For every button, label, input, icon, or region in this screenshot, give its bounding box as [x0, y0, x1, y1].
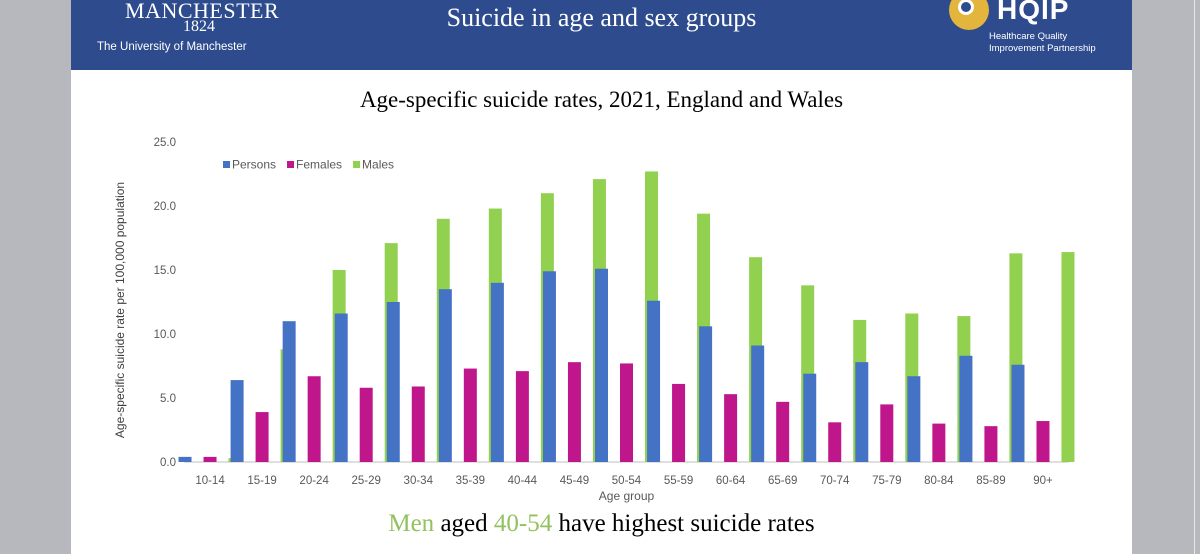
x-tick-label: 35-39	[456, 475, 485, 487]
slide-header: MANCHESTER 1824 The University of Manche…	[71, 0, 1132, 70]
y-tick-label: 5.0	[160, 393, 176, 405]
key-finding-range: 40-54	[493, 510, 553, 537]
university-wordmark: MANCHESTER	[125, 0, 280, 23]
bar-females-85-89	[984, 426, 998, 462]
bar-males-90+	[1061, 252, 1075, 462]
bar-persons-60-64	[699, 326, 713, 462]
y-tick-label: 20.0	[154, 201, 176, 213]
key-finding-rest: have highest suicide rates	[558, 510, 815, 537]
y-tick-label: 25.0	[154, 137, 176, 149]
x-axis-title: Age group	[599, 489, 655, 503]
bar-persons-20-24	[282, 321, 296, 462]
y-axis-title: Age-specific suicide rate per 100,000 po…	[113, 182, 127, 438]
university-year: 1824	[183, 18, 215, 35]
x-tick-label: 75-79	[872, 475, 901, 487]
legend-label-females: Females	[296, 158, 342, 172]
hqip-subtitle: Healthcare Quality Improvement Partnersh…	[989, 31, 1096, 55]
bar-persons-55-59	[647, 300, 661, 462]
x-tick-label: 15-19	[247, 475, 276, 487]
y-tick-label: 15.0	[154, 265, 176, 277]
bar-persons-85-89	[959, 355, 973, 462]
bar-persons-75-79	[855, 362, 869, 462]
x-tick-label: 25-29	[351, 475, 380, 487]
key-finding: Men aged 40-54 have highest suicide rate…	[71, 510, 1132, 538]
key-finding-aged: aged	[440, 510, 488, 537]
bar-persons-65-69	[751, 345, 765, 462]
bar-persons-80-84	[907, 376, 921, 462]
x-tick-label: 55-59	[664, 475, 693, 487]
legend-swatch-males	[353, 161, 361, 168]
hqip-subtitle-line-2: Improvement Partnership	[989, 43, 1096, 54]
bar-females-60-64	[724, 394, 738, 462]
bar-females-90+	[1036, 421, 1050, 462]
legend-label-males: Males	[362, 158, 394, 172]
x-tick-label: 10-14	[195, 475, 225, 487]
page-margin	[1132, 0, 1200, 554]
legend-swatch-persons	[223, 161, 230, 168]
x-tick-label: 20-24	[299, 475, 329, 487]
bar-females-70-74	[828, 422, 842, 462]
bar-persons-90+	[1011, 364, 1025, 462]
bar-persons-15-19	[230, 380, 244, 462]
x-tick-label: 40-44	[508, 475, 538, 487]
bar-females-30-34	[411, 386, 425, 462]
university-subtitle: The University of Manchester	[97, 41, 247, 53]
x-tick-label: 45-49	[560, 475, 589, 487]
legend-label-persons: Persons	[232, 158, 276, 172]
bar-females-25-29	[359, 387, 373, 462]
bar-females-10-14	[203, 456, 217, 462]
bar-persons-40-44	[490, 282, 504, 462]
bar-females-15-19	[255, 412, 269, 462]
bar-females-45-49	[567, 362, 581, 462]
x-tick-label: 70-74	[820, 475, 850, 487]
bar-females-50-54	[620, 363, 633, 462]
chart-title: Age-specific suicide rates, 2021, Englan…	[359, 87, 844, 112]
x-tick-label: 80-84	[924, 475, 954, 487]
bar-females-65-69	[776, 401, 790, 462]
bar-females-55-59	[672, 383, 686, 462]
x-tick-label: 50-54	[612, 475, 642, 487]
bar-females-35-39	[463, 368, 477, 462]
x-tick-label: 60-64	[716, 475, 746, 487]
x-tick-label: 65-69	[768, 475, 797, 487]
bar-females-40-44	[515, 371, 529, 462]
y-tick-label: 0.0	[160, 457, 176, 469]
bar-chart: 0.0 5.0 10.0 15.0 20.0 25.0 10-14 15-19 20-24 25-…	[113, 137, 1075, 503]
bar-persons-70-74	[803, 373, 817, 462]
slide: MANCHESTER 1824 The University of Manche…	[71, 0, 1132, 554]
bar-females-80-84	[932, 423, 946, 462]
bar-persons-35-39	[438, 289, 452, 462]
key-finding-men: Men	[388, 510, 435, 537]
x-tick-label: 90+	[1033, 475, 1053, 487]
bar-persons-25-29	[334, 313, 348, 462]
legend-swatch-females	[287, 161, 295, 168]
bar-persons-45-49	[542, 271, 556, 462]
slide-title: Suicide in age and sex groups	[446, 3, 757, 32]
y-tick-label: 10.0	[154, 329, 176, 341]
hqip-wordmark: HQIP	[997, 0, 1070, 25]
x-tick-label: 30-34	[404, 475, 434, 487]
bar-persons-10-14	[178, 456, 192, 462]
bar-persons-50-54	[595, 268, 608, 462]
x-tick-label: 85-89	[976, 475, 1005, 487]
bar-females-20-24	[307, 376, 321, 462]
hqip-subtitle-line-1: Healthcare Quality	[989, 31, 1068, 42]
bar-persons-30-34	[386, 302, 400, 462]
bar-females-75-79	[880, 404, 894, 462]
